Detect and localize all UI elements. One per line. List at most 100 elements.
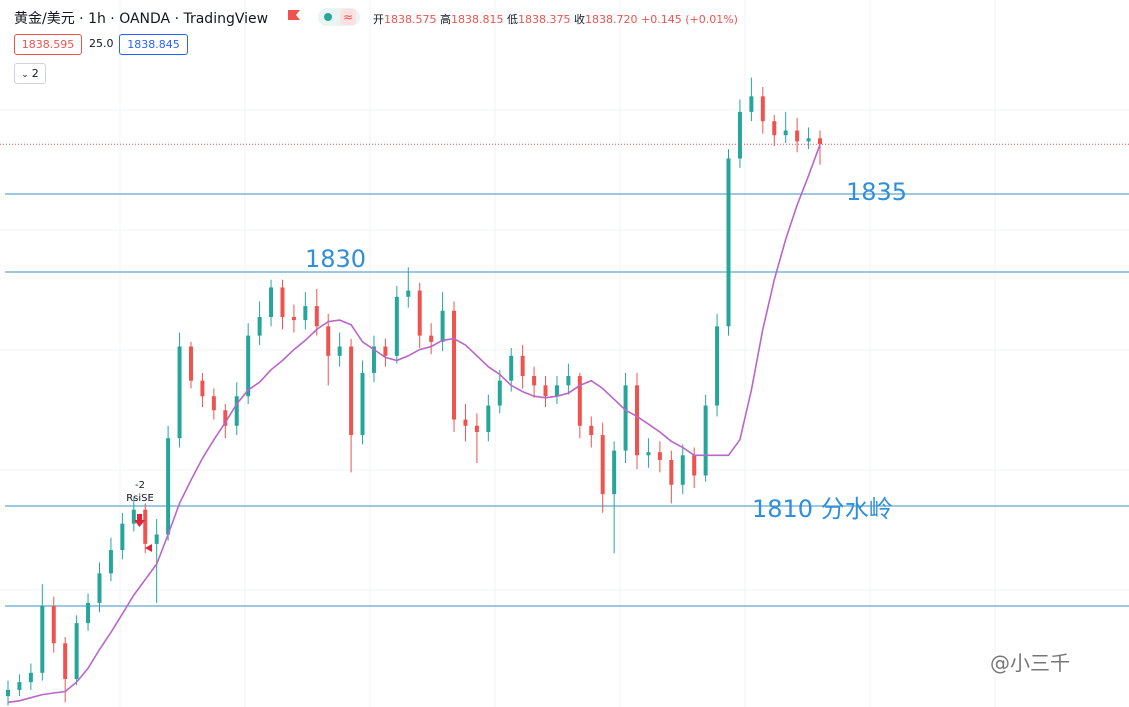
ohlc-value: 1838.375 <box>518 13 571 26</box>
candle-body <box>40 606 45 673</box>
candle-body <box>280 287 285 317</box>
candle-body <box>131 509 136 524</box>
flag-icon[interactable] <box>287 9 301 23</box>
candle-body <box>417 290 422 336</box>
candle-body <box>17 682 22 690</box>
drawn-levels <box>5 193 1129 607</box>
candle-body <box>166 438 171 535</box>
candle-body <box>246 335 251 397</box>
candle-body <box>749 96 754 112</box>
candle-body <box>554 385 559 397</box>
candle-body <box>520 355 525 377</box>
signal-name: RsiSE <box>126 493 154 504</box>
candle-body <box>806 138 811 142</box>
candle-body <box>303 306 308 321</box>
candle-body <box>108 550 113 574</box>
candle-body <box>51 606 56 644</box>
candle-body <box>234 396 239 426</box>
candle-body <box>188 346 193 381</box>
candle-body <box>257 316 262 336</box>
candle-body <box>497 380 502 406</box>
candle-body <box>143 509 148 544</box>
candle-body <box>715 326 720 406</box>
candle-body <box>360 372 365 436</box>
candle-body <box>452 310 457 420</box>
candle-body <box>154 534 159 544</box>
candle-body <box>63 643 68 680</box>
ohlc-label: 收 <box>574 13 585 26</box>
candle-body <box>440 310 445 342</box>
candle-body <box>612 450 617 495</box>
level-label: 1830 <box>305 245 366 273</box>
candle-body <box>223 410 228 426</box>
candle-body <box>600 435 605 495</box>
candle-body <box>623 385 628 451</box>
signal-arrow <box>145 544 152 552</box>
toggle[interactable]: ≈ <box>318 8 360 26</box>
ohlc-label: 高 <box>440 13 451 26</box>
candle-body <box>577 376 582 426</box>
candle-body <box>120 523 125 551</box>
candle-body <box>509 355 514 381</box>
candle-body <box>726 158 731 327</box>
ohlc-value: 1838.720 <box>585 13 638 26</box>
symbol: 黄金/美元 · 1h · OANDA · TradingView <box>14 11 269 27</box>
candle-body <box>86 602 91 624</box>
candle-body <box>680 455 685 485</box>
indicator-count: 2 <box>31 67 39 80</box>
candle-body <box>394 296 399 356</box>
ohlc-value: 1838.815 <box>451 13 504 26</box>
ohlc-value: 1838.575 <box>384 13 437 26</box>
candle-body <box>371 346 376 373</box>
bid[interactable]: 1838.595 <box>14 34 82 55</box>
signal-arrow <box>134 514 145 527</box>
candle-body <box>200 380 205 397</box>
candle-body <box>383 346 388 356</box>
level-label: 1810 分水岭 <box>752 495 893 523</box>
spread: 25.0 <box>89 37 114 50</box>
candle-body <box>337 346 342 356</box>
candle-body <box>532 376 537 386</box>
candle-body <box>28 672 33 683</box>
candle-body <box>486 405 491 432</box>
candle-body <box>772 121 777 136</box>
candle-body <box>657 452 662 460</box>
candle-body <box>703 405 708 476</box>
ask[interactable]: 1838.845 <box>119 34 188 55</box>
candle-body <box>314 306 319 327</box>
signal-count: -2 <box>135 480 145 491</box>
moving-average <box>7 144 821 704</box>
candle-body <box>429 335 434 342</box>
ohlc: 开1838.575 高1838.815 低1838.375 收1838.720 … <box>373 11 738 27</box>
candle-body <box>783 130 788 136</box>
candle-body <box>6 689 10 697</box>
candle-body <box>463 419 468 426</box>
level-label: 1835 <box>846 178 907 206</box>
candle-body <box>326 326 331 356</box>
plot <box>0 77 1129 706</box>
candle-body <box>177 346 182 439</box>
candle-body <box>692 455 697 476</box>
candle-body <box>589 425 594 436</box>
change: +0.145 (+0.01%) <box>641 13 738 26</box>
candle-body <box>474 425 479 432</box>
candle-body <box>543 385 548 397</box>
indicator-toggle[interactable]: ⌄ 2 <box>14 63 46 84</box>
candle-body <box>291 316 296 321</box>
candle-body <box>269 287 274 317</box>
ohlc-label: 低 <box>507 13 518 26</box>
candle-body <box>646 452 651 456</box>
candle-body <box>406 290 411 297</box>
candle-body <box>349 346 354 436</box>
candle-body <box>635 385 640 456</box>
candle-body <box>566 376 571 386</box>
candle-body <box>211 396 216 411</box>
candle-body <box>74 623 79 680</box>
candle-body <box>97 573 102 603</box>
ohlc-label: 开 <box>373 13 384 26</box>
candle-body <box>795 130 800 142</box>
candle-body <box>760 96 765 122</box>
